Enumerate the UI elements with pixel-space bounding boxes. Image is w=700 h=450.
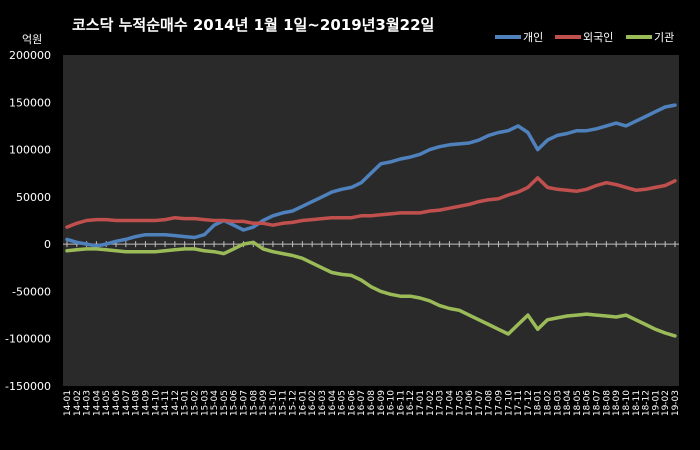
x-tick-label: 18-05 <box>573 390 583 416</box>
x-tick-label: 14-04 <box>92 390 102 416</box>
x-tick-label: 16-02 <box>308 390 318 416</box>
series-layer <box>65 103 677 338</box>
x-tick-label: 18-06 <box>583 390 593 416</box>
x-tick-label: 16-09 <box>377 390 387 416</box>
x-tick-label: 19-03 <box>671 390 681 416</box>
legend-label-1: 외국인 <box>583 31 613 44</box>
x-tick-label: 15-07 <box>240 390 250 416</box>
x-tick-label: 18-02 <box>544 390 554 416</box>
y-tick-label: 50000 <box>16 191 51 204</box>
x-tick-label: 15-06 <box>230 390 240 416</box>
x-tick-label: 14-06 <box>112 390 122 416</box>
series-line-1 <box>65 176 677 229</box>
x-tick-label: 17-11 <box>514 390 524 416</box>
x-tick-label: 18-10 <box>622 390 632 416</box>
x-tick-label: 18-03 <box>553 390 563 416</box>
x-tick-label: 14-05 <box>102 390 112 416</box>
x-tick-label: 18-11 <box>632 390 642 416</box>
x-tick-label: 14-09 <box>141 390 151 416</box>
x-tick-label: 17-08 <box>485 390 495 416</box>
x-tick-label: 14-10 <box>151 390 161 416</box>
x-tick-label: 18-08 <box>602 390 612 416</box>
y-tick-label: 100000 <box>9 144 51 157</box>
y-tick-label: 200000 <box>9 49 51 62</box>
y-axis: 200000 150000 100000 50000 0 -50000 -100000 -15… <box>5 49 51 393</box>
x-tick-label: 16-08 <box>367 390 377 416</box>
x-tick-label: 16-03 <box>318 390 328 416</box>
x-tick-label: 15-12 <box>289 390 299 416</box>
x-tick-label: 16-04 <box>328 390 338 416</box>
x-tick-label: 18-09 <box>612 390 622 416</box>
x-tick-label: 17-06 <box>465 390 475 416</box>
x-tick-label: 18-01 <box>534 390 544 416</box>
x-tick-label: 14-01 <box>63 390 73 416</box>
x-tick-label: 16-11 <box>396 390 406 416</box>
legend-label-0: 개인 <box>523 31 543 44</box>
x-tick-label: 17-09 <box>494 390 504 416</box>
x-tick-label: 15-02 <box>190 390 200 416</box>
x-tick-label: 15-08 <box>249 390 259 416</box>
x-tick-label: 17-07 <box>475 390 485 416</box>
x-tick-label: 18-12 <box>642 390 652 416</box>
x-tick-label: 19-01 <box>651 390 661 416</box>
x-tick-label: 16-06 <box>347 390 357 416</box>
x-tick-label: 19-02 <box>661 390 671 416</box>
x-tick-label: 16-01 <box>298 390 308 416</box>
y-tick-label: 150000 <box>9 96 51 109</box>
x-tick-label: 14-02 <box>73 390 83 416</box>
series-line-2 <box>65 240 677 338</box>
x-tick-label: 14-07 <box>122 390 132 416</box>
x-tick-label: 17-01 <box>416 390 426 416</box>
x-tick-label: 15-09 <box>259 390 269 416</box>
x-tick-label: 14-11 <box>161 390 171 416</box>
x-tick-label: 15-10 <box>269 390 279 416</box>
x-tick-label: 14-03 <box>83 390 93 416</box>
y-tick-label: -100000 <box>5 333 51 346</box>
x-tick-label: 15-03 <box>200 390 210 416</box>
x-tick-label: 15-01 <box>181 390 191 416</box>
x-tick-label: 16-10 <box>387 390 397 416</box>
x-tick-label: 17-12 <box>524 390 534 416</box>
chart-title: 코스닥 누적순매수 2014년 1월 1일~2019년3월22일 <box>72 16 434 34</box>
legend-label-2: 기관 <box>654 31 674 44</box>
y-unit-label: 억원 <box>22 33 42 46</box>
x-tick-label: 18-07 <box>593 390 603 416</box>
x-tick-label: 15-05 <box>220 390 230 416</box>
x-tick-label: 14-12 <box>171 390 181 416</box>
x-tick-label: 16-07 <box>357 390 367 416</box>
x-tick-label: 17-02 <box>426 390 436 416</box>
x-tick-label: 15-04 <box>210 390 220 416</box>
x-tick-label: 16-12 <box>406 390 416 416</box>
x-tick-label: 18-04 <box>563 390 573 416</box>
x-tick-label: 14-08 <box>132 390 142 416</box>
x-tick-label: 15-11 <box>279 390 289 416</box>
x-tick-label: 17-05 <box>455 390 465 416</box>
x-tick-label: 16-05 <box>338 390 348 416</box>
x-tick-label: 17-10 <box>504 390 514 416</box>
x-axis: 14-01 14-02 14-03 14-04 14-05 14-06 14-07 14-08… <box>63 241 681 416</box>
x-tick-label: 17-04 <box>445 390 455 416</box>
series-line-0 <box>65 103 677 248</box>
y-tick-label: 0 <box>44 238 51 251</box>
y-tick-label: -50000 <box>12 285 51 298</box>
y-tick-label: -150000 <box>5 380 51 393</box>
x-tick-label: 17-03 <box>436 390 446 416</box>
legend: 개인 외국인 기관 <box>495 31 674 44</box>
